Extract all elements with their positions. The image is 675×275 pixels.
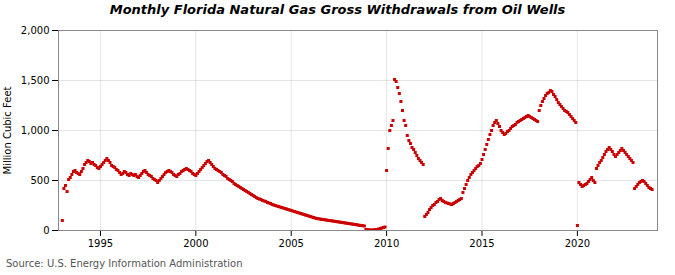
html-text:Monthly Florida Natural Gas Gr: Monthly Florida Natural Gas Gross Withdr…: [109, 2, 566, 17]
svg-text:0: 0: [43, 225, 49, 236]
html-text:Source: U.S. Energy Informatio: Source: U.S. Energy Information Administ…: [6, 258, 243, 269]
svg-text:2020: 2020: [565, 238, 590, 249]
svg-text:2010: 2010: [374, 238, 399, 249]
svg-text:2,000: 2,000: [21, 25, 50, 36]
svg-text:2015: 2015: [469, 238, 494, 249]
svg-text:1,500: 1,500: [21, 75, 50, 86]
svg-text:2005: 2005: [279, 238, 304, 249]
svg-text:500: 500: [30, 175, 49, 186]
svg-text:1995: 1995: [88, 238, 113, 249]
svg-text:1,000: 1,000: [21, 125, 50, 136]
svg-text:2000: 2000: [183, 238, 208, 249]
svg-text:Million Cubic Feet: Million Cubic Feet: [2, 86, 13, 174]
